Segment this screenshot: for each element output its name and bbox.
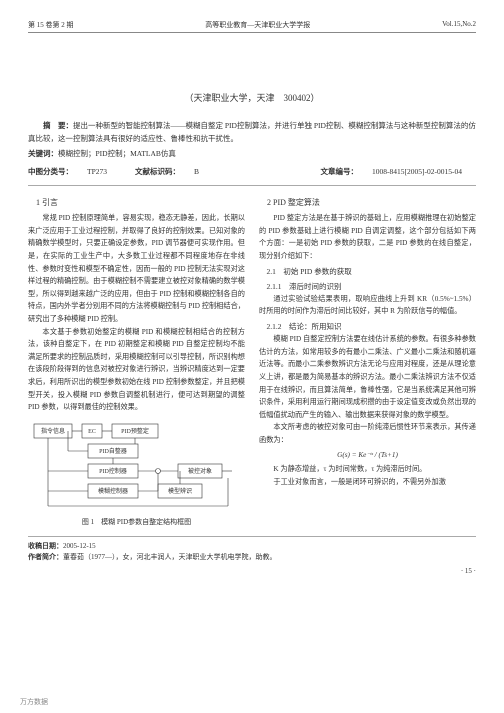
svg-text:PID控制器: PID控制器 <box>99 467 127 475</box>
keywords-label: 关键词： <box>28 149 58 158</box>
clc: TP273 <box>87 167 107 176</box>
svg-text:PID自整器: PID自整器 <box>99 447 127 455</box>
p1: 常规 PID 控制原理简单，容易实现，稳态无静差，因此，长期以来广泛应用于工业过… <box>28 212 245 325</box>
wanfang-watermark: 万方数据 <box>20 697 48 707</box>
abstract: 摘 要：提出一种新型的智能控制算法——模糊自整定 PID控制算法，并进行单独 P… <box>28 120 476 146</box>
docflag: B <box>194 167 199 176</box>
section-2-title: 2 PID 整定算法 <box>259 196 476 210</box>
p7: K 为静态增益，τ 为时间常数，τ 为纯滞后时间。 <box>259 463 476 476</box>
articleno: 1008-8415[2005]-02-0015-04 <box>372 167 462 176</box>
classify-row: 中图分类号： TP273 文献标识码： B 文章编号： 1008-8415[2005]… <box>28 166 476 177</box>
section-1-title: 1 引言 <box>28 196 245 210</box>
sub-2-1: 2.1 初始 PID 参数的获取 <box>259 265 476 278</box>
figure-1: 指令信息 EC PID预整定 PID自整器 PID控制器 被控对象 模糊控制器 … <box>28 418 245 528</box>
clc-label: 中图分类号： <box>28 167 73 176</box>
docflag-label: 文献标识码： <box>135 167 180 176</box>
author-value: 董春茹（1977—），女，河北丰润人，天津职业大学机电学院，助教。 <box>63 553 277 561</box>
column-left: 1 引言 常规 PID 控制原理简单，容易实现，稳态无静差，因此，长期以来广泛应… <box>28 192 245 528</box>
date-value: 2005-12-15 <box>63 542 96 550</box>
abstract-label: 摘 要： <box>43 121 73 130</box>
sub-2-1-1: 2.1.1 滞后时间的识别 <box>259 280 476 293</box>
p2: 本文基于参数初始整定的模糊 PID 和模糊控制相结合的控制方法，该种自整定下，在… <box>28 326 245 414</box>
page-number: · 15 · <box>28 567 476 575</box>
articleno-label: 文章编号： <box>321 167 359 176</box>
date-label: 收稿日期： <box>28 542 63 550</box>
abstract-text: 提出一种新型的智能控制算法——模糊自整定 PID控制算法，并进行单独 PID控制… <box>28 121 476 143</box>
column-right: 2 PID 整定算法 PID 整定方法是在基于辨识的基础上，应用模糊推理在初始整… <box>259 192 476 528</box>
header-left: 第 15 卷第 2 期 <box>28 20 74 30</box>
formula-1: G(s) = Ke⁻ᵗˢ / (Ts+1) <box>259 449 476 462</box>
keywords: 关键词：模糊控制；PID控制；MATLAB仿真 <box>28 148 476 161</box>
page-header: 第 15 卷第 2 期 高等职业教育—天津职业大学学报 Vol.15,No.2 <box>28 20 476 33</box>
sub-2-1-2: 2.1.2 结论：所用知识 <box>259 320 476 333</box>
p8: 于工业对象而言，一般是闭环可辨识的，不需另外加激 <box>259 476 476 489</box>
svg-text:模糊控制器: 模糊控制器 <box>98 487 128 495</box>
p5: 模糊 PID 自整定控制方法要在线估计系统的参数。有很多种参数估计的方法，如常用… <box>259 333 476 421</box>
header-right: Vol.15,No.2 <box>442 20 476 30</box>
p6: 本文所考虑的被控对象可由一阶纯滞后惯性环节来表示，其传递函数为： <box>259 421 476 446</box>
p4: 通过实验试验结果表明，取响应曲线上升到 KR（0.5%~1.5%）时所用的时间作… <box>259 293 476 318</box>
svg-text:指令信息: 指令信息 <box>41 427 65 435</box>
keywords-text: 模糊控制；PID控制；MATLAB仿真 <box>58 149 176 158</box>
header-center: 高等职业教育—天津职业大学学报 <box>205 20 310 30</box>
svg-text:被控对象: 被控对象 <box>188 467 212 475</box>
svg-text:模型辨识: 模型辨识 <box>168 487 192 495</box>
svg-text:EC: EC <box>88 429 96 435</box>
author-label: 作者简介： <box>28 553 63 561</box>
footer: 收稿日期：2005-12-15 作者简介：董春茹（1977—），女，河北丰润人，… <box>28 536 476 563</box>
svg-text:PID预整定: PID预整定 <box>121 427 149 435</box>
figure-1-caption: 图 1 模糊 PID参数自整定结构框图 <box>28 516 245 528</box>
affiliation: （天津职业大学，天津 300402） <box>28 91 476 104</box>
p3: PID 整定方法是在基于辨识的基础上，应用模糊推理在初始整定的 PID 参数基础… <box>259 212 476 262</box>
